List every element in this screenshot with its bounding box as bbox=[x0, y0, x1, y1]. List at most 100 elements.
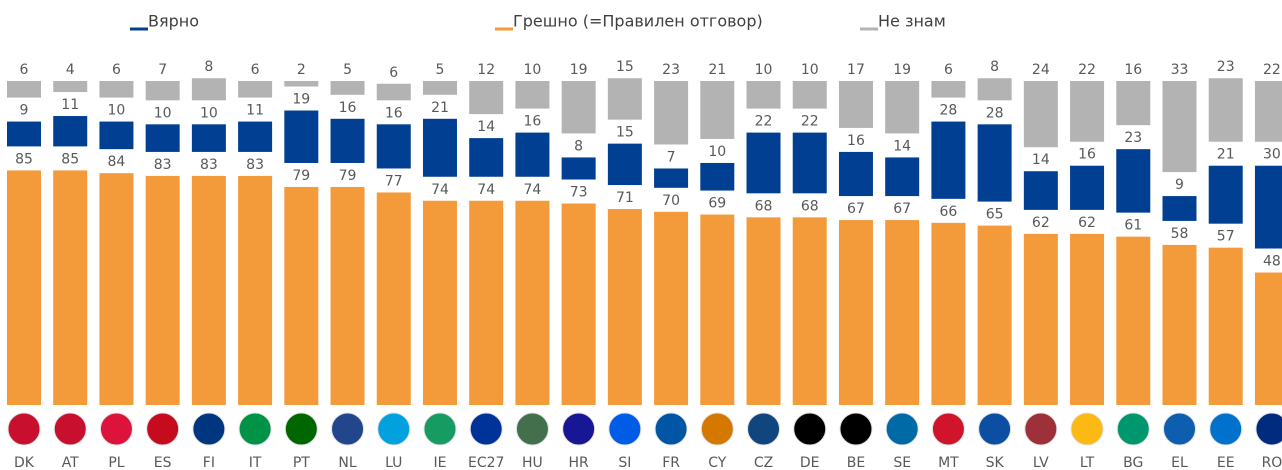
data-label: 23 bbox=[662, 62, 680, 78]
bar-segment bbox=[53, 81, 88, 93]
bar-segment bbox=[746, 81, 781, 109]
bar-segment bbox=[838, 81, 873, 128]
bar-segment bbox=[469, 81, 504, 115]
data-label: 9 bbox=[1175, 177, 1184, 193]
data-label: 77 bbox=[385, 173, 403, 189]
data-label: 74 bbox=[431, 182, 449, 198]
data-label: 21 bbox=[1217, 147, 1235, 163]
flag bbox=[53, 412, 87, 446]
data-label: 12 bbox=[477, 62, 495, 78]
bar-segment bbox=[1254, 81, 1282, 142]
data-label: 62 bbox=[1032, 215, 1050, 231]
flag bbox=[377, 412, 411, 446]
bar-segment bbox=[145, 175, 180, 405]
bar-segment bbox=[885, 220, 920, 405]
bar-segment bbox=[1208, 78, 1243, 142]
data-label: 16 bbox=[1124, 62, 1142, 78]
data-label: 6 bbox=[944, 62, 953, 78]
data-label: 10 bbox=[708, 144, 726, 160]
bar-segment bbox=[469, 200, 504, 405]
bar-segment bbox=[931, 222, 966, 405]
data-label: 10 bbox=[200, 105, 218, 121]
x-tick-label: EL bbox=[1171, 455, 1188, 470]
x-tick-label: PL bbox=[108, 455, 124, 470]
bar-segment bbox=[1070, 233, 1105, 405]
data-label: 48 bbox=[1263, 254, 1281, 270]
bar-segment bbox=[885, 81, 920, 134]
data-label: 79 bbox=[292, 168, 310, 184]
flag bbox=[284, 412, 318, 446]
x-tick-label: SE bbox=[893, 455, 911, 470]
bar-segment bbox=[700, 162, 735, 191]
data-label: 14 bbox=[893, 138, 911, 154]
data-label: 4 bbox=[66, 62, 75, 78]
x-tick-label: FI bbox=[203, 455, 215, 470]
data-label: 22 bbox=[1263, 62, 1281, 78]
flag bbox=[423, 412, 457, 446]
bar-segment bbox=[7, 121, 41, 147]
flag bbox=[515, 412, 549, 446]
x-tick-label: BG bbox=[1123, 455, 1143, 470]
bar-segment bbox=[191, 124, 226, 152]
data-label: 10 bbox=[154, 105, 172, 121]
bar-segment bbox=[885, 157, 920, 197]
legend-label: Вярно bbox=[148, 12, 199, 31]
bar-segment bbox=[1116, 149, 1151, 213]
data-label: 83 bbox=[200, 157, 218, 173]
bar-segment bbox=[145, 81, 180, 101]
data-label: 67 bbox=[893, 201, 911, 217]
legend-label: Грешно (=Правилен отговор) bbox=[513, 12, 763, 31]
bar-segment bbox=[977, 225, 1012, 405]
data-label: 11 bbox=[61, 97, 79, 113]
x-tick-label: BE bbox=[847, 455, 865, 470]
bar-segment bbox=[654, 81, 689, 145]
bar-segment bbox=[1254, 272, 1282, 405]
flag bbox=[700, 412, 734, 446]
bar-segment bbox=[515, 200, 550, 405]
bar-segment bbox=[1162, 196, 1197, 221]
x-tick-label: AT bbox=[62, 455, 79, 470]
bar-segment bbox=[654, 168, 689, 188]
bar-segment bbox=[607, 78, 642, 120]
bar-segment bbox=[376, 124, 411, 169]
x-tick-label: SI bbox=[618, 455, 631, 470]
bar-segment bbox=[1070, 81, 1105, 142]
bar-segment bbox=[330, 118, 365, 163]
bar-segment bbox=[792, 132, 827, 194]
bar-segment bbox=[422, 200, 457, 405]
bar-segment bbox=[469, 138, 504, 177]
flag bbox=[978, 412, 1012, 446]
flag bbox=[885, 412, 919, 446]
data-label: 23 bbox=[1124, 130, 1142, 146]
data-label: 22 bbox=[801, 114, 819, 130]
data-label: 8 bbox=[574, 138, 583, 154]
data-label: 62 bbox=[1078, 215, 1096, 231]
data-label: 19 bbox=[292, 92, 310, 108]
bar-segment bbox=[1116, 236, 1151, 405]
legend-label: Не знам bbox=[878, 12, 946, 31]
bar-segment bbox=[376, 83, 411, 101]
flag bbox=[931, 412, 965, 446]
data-label: 6 bbox=[112, 62, 121, 78]
bar-segment bbox=[330, 81, 365, 95]
data-label: 11 bbox=[246, 103, 264, 119]
data-label: 14 bbox=[1032, 152, 1050, 168]
x-tick-label: LU bbox=[385, 455, 402, 470]
bar-segment bbox=[191, 175, 226, 405]
bar-segment bbox=[607, 209, 642, 405]
data-label: 6 bbox=[389, 65, 398, 81]
x-tick-label: IE bbox=[433, 455, 446, 470]
bar-segment bbox=[145, 124, 180, 152]
data-label: 6 bbox=[251, 62, 260, 78]
bar-segment bbox=[515, 81, 550, 109]
data-label: 5 bbox=[436, 62, 445, 78]
data-label: 14 bbox=[477, 119, 495, 135]
x-tick-label: HR bbox=[569, 455, 590, 470]
flag bbox=[331, 412, 365, 446]
x-tick-label: CY bbox=[708, 455, 727, 470]
bar-segment bbox=[838, 220, 873, 405]
data-label: 65 bbox=[986, 207, 1004, 223]
data-label: 30 bbox=[1263, 147, 1281, 163]
bar-segment bbox=[654, 211, 689, 405]
data-label: 58 bbox=[1171, 226, 1189, 242]
